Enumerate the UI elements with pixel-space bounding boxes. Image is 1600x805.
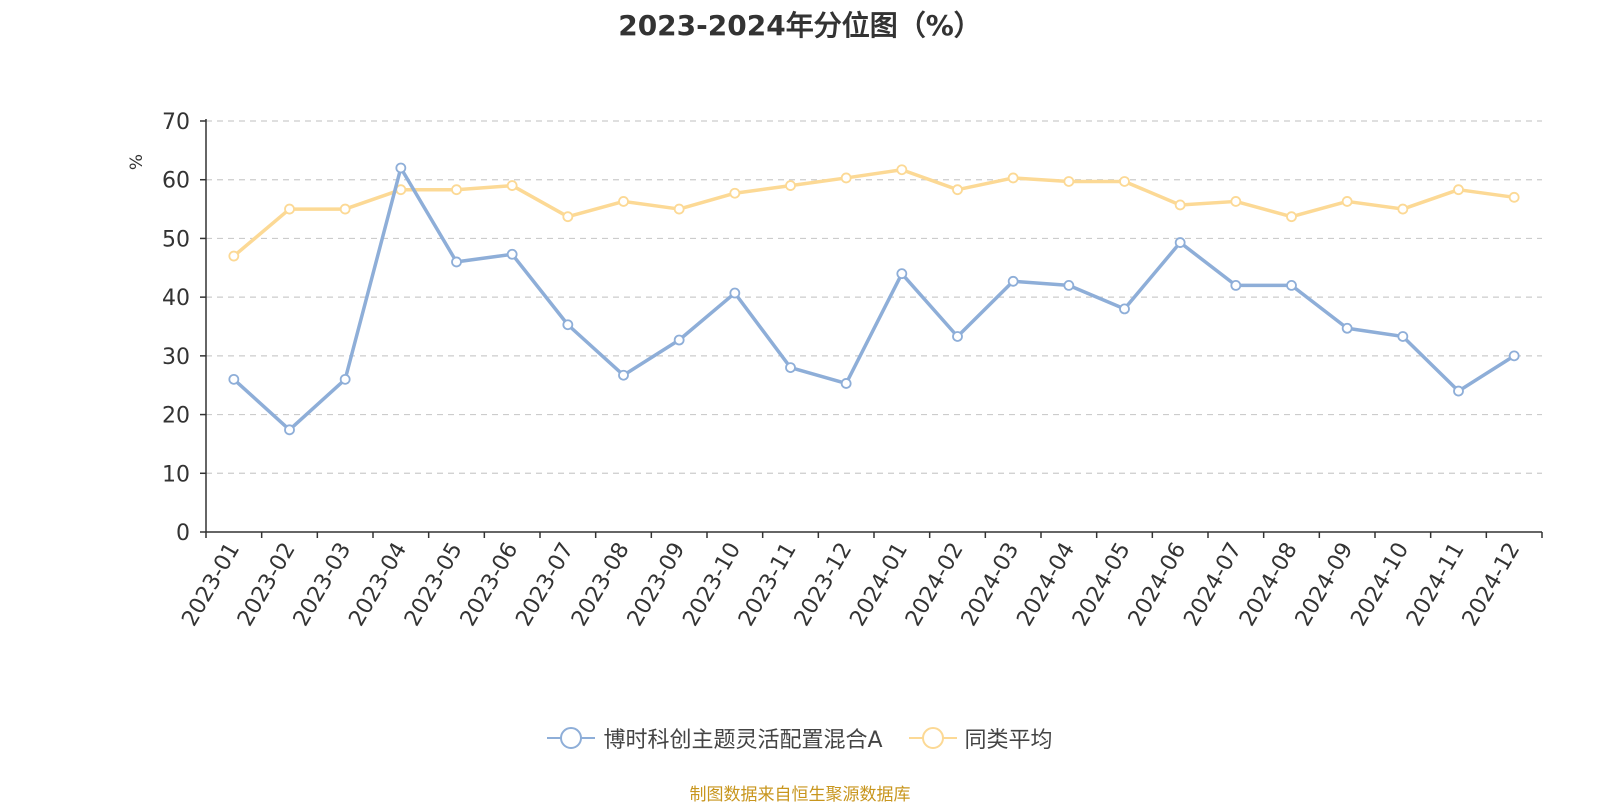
series-1-point <box>1119 303 1130 315</box>
series-1-point <box>1397 331 1409 342</box>
series-line-2 <box>232 167 1515 258</box>
series-1-point <box>228 373 240 385</box>
y-tick-label: 40 <box>162 286 190 311</box>
series-1-point <box>896 268 908 280</box>
series-1-point <box>1286 279 1297 291</box>
series-1-point <box>1230 279 1242 291</box>
series-2-point <box>562 211 574 223</box>
series-2-point <box>729 187 741 199</box>
legend-marker-series-1-icon <box>547 727 596 749</box>
series-1-point <box>1063 279 1075 291</box>
y-tick-label: 10 <box>162 462 190 487</box>
legend-item-series-2[interactable]: 同类平均 <box>908 722 1053 754</box>
y-tick-label: 20 <box>162 404 190 429</box>
series-2-point <box>1453 184 1464 196</box>
series-2-point <box>952 184 963 196</box>
series-2-point <box>339 203 351 215</box>
series-2-point <box>228 250 240 262</box>
series-2-point <box>840 172 852 184</box>
series-2-point <box>1119 176 1130 187</box>
series-1-point <box>451 256 462 268</box>
y-tick-label: 70 <box>162 110 190 135</box>
y-tick-label: 30 <box>162 345 190 370</box>
series-1-point <box>1341 322 1353 334</box>
series-1-point <box>1007 275 1019 287</box>
legend: 博时科创主题灵活配置混合A 同类平均 <box>0 722 1600 754</box>
y-tick-label: 60 <box>162 169 190 194</box>
series-1-point <box>729 287 741 299</box>
legend-marker-series-2-icon <box>908 727 957 749</box>
series-1-point <box>840 378 852 389</box>
chart-title: 2023-2024年分位图（%） <box>618 9 982 42</box>
series-2-point <box>284 203 295 215</box>
series-2-point <box>451 184 462 196</box>
series-1-point <box>506 248 518 260</box>
legend-label-series-2: 同类平均 <box>964 728 1053 753</box>
series-2-point <box>1341 196 1353 207</box>
series-1-point <box>673 334 685 346</box>
series-1-point <box>952 331 963 342</box>
series-2-point <box>618 196 629 207</box>
series-2-point <box>1007 172 1019 184</box>
series-2-point <box>1230 196 1242 207</box>
series-lines <box>228 162 1520 436</box>
series-1-point <box>618 369 629 381</box>
series-2-point <box>673 203 685 215</box>
grid-lines <box>206 120 1542 474</box>
series-1-point <box>339 373 351 385</box>
legend-label-series-1: 博时科创主题灵活配置混合A <box>603 728 883 753</box>
legend-item-series-1[interactable]: 博时科创主题灵活配置混合A <box>547 722 883 754</box>
series-2-point <box>785 180 796 191</box>
y-axis-unit-label: % <box>127 154 147 170</box>
series-1-point <box>562 319 574 331</box>
series-2-point <box>1174 199 1186 211</box>
y-tick-label: 50 <box>162 227 190 252</box>
series-1-point <box>395 162 407 174</box>
series-1-point <box>1508 350 1520 362</box>
series-2-point <box>1397 203 1409 215</box>
series-2-point <box>506 180 518 191</box>
series-2-point <box>1063 176 1075 187</box>
series-1-point <box>785 362 796 374</box>
series-1-point <box>1174 237 1186 248</box>
series-line-1 <box>232 166 1516 432</box>
series-1-point <box>1453 385 1464 397</box>
series-2-point <box>1508 191 1520 203</box>
series-2-point <box>896 164 908 176</box>
source-note: 制图数据来自恒生聚源数据库 <box>689 785 911 805</box>
series-2-point <box>1286 211 1297 223</box>
series-1-point <box>284 424 295 436</box>
y-tick-label: 0 <box>176 521 190 546</box>
